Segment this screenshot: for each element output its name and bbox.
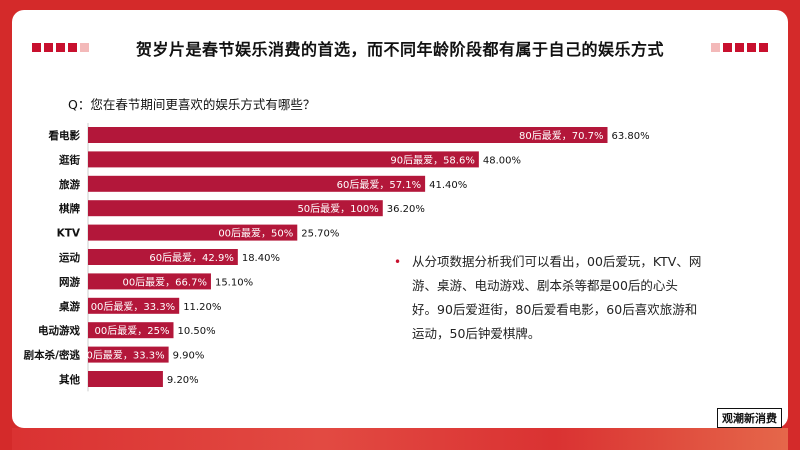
category-label: 运动: [59, 251, 80, 264]
value-label: 18.40%: [242, 253, 280, 264]
bar: [88, 346, 169, 363]
bar-annotation: 00后最爱，33.3%: [80, 349, 165, 362]
brand-logo: 观潮新消费: [717, 408, 782, 428]
bar-annotation: 00后最爱，50%: [218, 227, 293, 240]
title-decoration-right: [711, 43, 768, 52]
bar-annotation: 00后最爱，66.7%: [122, 275, 207, 288]
bar: [88, 127, 608, 143]
value-label: 15.10%: [215, 277, 253, 288]
category-label: 网游: [59, 275, 80, 288]
analysis-bullet: • 从分项数据分析我们可以看出，00后爱玩，KTV、网游、桌游、电动游戏、剧本杀…: [394, 250, 702, 346]
bar: [88, 224, 298, 241]
survey-question: Q：您在春节期间更喜欢的娱乐方式有哪些？: [68, 97, 316, 112]
confetti-decoration: [12, 428, 788, 450]
bar-annotation: 90后最爱，58.6%: [390, 153, 475, 166]
value-label: 9.20%: [167, 375, 199, 386]
category-label: 其他: [59, 373, 80, 386]
value-label: 36.20%: [387, 204, 425, 215]
bar: [88, 249, 238, 265]
value-label: 10.50%: [178, 326, 216, 337]
bar-annotation: 80后最爱，70.7%: [519, 129, 604, 142]
bar: [88, 175, 426, 192]
value-label: 9.90%: [173, 351, 205, 362]
bar: [88, 371, 163, 387]
category-label: 逛街: [59, 153, 80, 166]
value-label: 11.20%: [183, 302, 221, 313]
value-label: 41.40%: [429, 180, 467, 191]
bar: [88, 151, 479, 168]
category-label: 剧本杀/密逃: [24, 349, 81, 362]
bar: [88, 297, 180, 314]
bar: [88, 322, 174, 339]
bar-annotation: 60后最爱，42.9%: [149, 251, 234, 264]
category-label: 旅游: [59, 178, 80, 191]
analysis-text: 从分项数据分析我们可以看出，00后爱玩，KTV、网游、桌游、电动游戏、剧本杀等都…: [412, 254, 702, 341]
category-label: 看电影: [49, 129, 81, 142]
bar-annotation: 60后最爱，57.1%: [337, 178, 422, 191]
category-label: KTV: [57, 228, 81, 240]
bar: [88, 273, 211, 290]
bar: [88, 200, 383, 217]
category-label: 棋牌: [58, 202, 80, 215]
value-label: 63.80%: [612, 131, 650, 142]
category-label: 桌游: [58, 300, 80, 313]
bar-annotation: 00后最爱，25%: [95, 324, 170, 337]
bar-annotation: 00后最爱，33.3%: [91, 300, 176, 313]
bar-annotation: 50后最爱，100%: [297, 202, 378, 215]
slide-title: 贺岁片是春节娱乐消费的首选，而不同年龄阶段都有属于自己的娱乐方式: [135, 40, 664, 59]
title-decoration-left: [32, 43, 89, 52]
bullet-dot-icon: •: [394, 255, 402, 269]
value-label: 48.00%: [483, 155, 521, 166]
value-label: 25.70%: [301, 229, 339, 240]
category-label: 电动游戏: [38, 324, 80, 337]
